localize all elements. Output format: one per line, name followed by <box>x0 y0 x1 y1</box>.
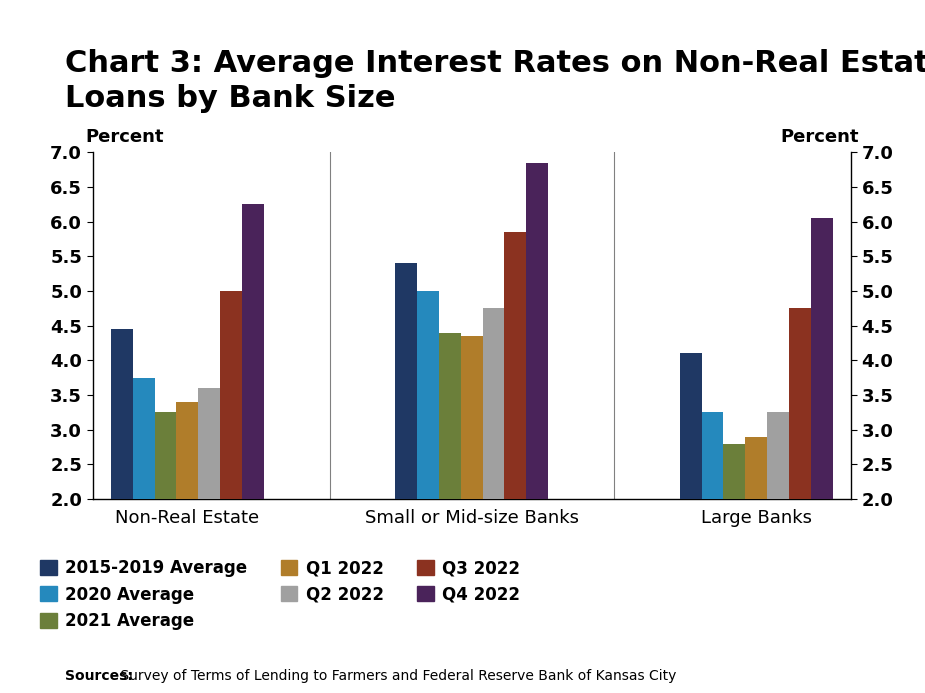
Bar <box>417 291 439 638</box>
Bar <box>526 163 549 638</box>
Bar <box>680 353 702 638</box>
Text: Percent: Percent <box>85 128 164 146</box>
Bar <box>198 388 220 638</box>
Bar <box>461 336 483 638</box>
Bar <box>504 232 526 638</box>
Text: Sources:: Sources: <box>65 669 132 683</box>
Bar <box>483 308 504 638</box>
Bar <box>177 402 198 638</box>
Bar <box>767 412 789 638</box>
Bar <box>241 204 264 638</box>
Text: Percent: Percent <box>780 128 858 146</box>
Bar <box>789 308 810 638</box>
Text: Chart 3: Average Interest Rates on Non-Real Estate
Loans by Bank Size: Chart 3: Average Interest Rates on Non-R… <box>65 49 925 114</box>
Bar <box>395 263 417 638</box>
Legend: 2015-2019 Average, 2020 Average, 2021 Average, Q1 2022, Q2 2022, Q3 2022, Q4 202: 2015-2019 Average, 2020 Average, 2021 Av… <box>40 559 520 630</box>
Bar <box>133 378 154 638</box>
Bar <box>810 218 832 638</box>
Bar <box>439 333 461 638</box>
Bar <box>723 444 746 638</box>
Bar <box>154 412 177 638</box>
Bar <box>220 291 241 638</box>
Bar <box>702 412 723 638</box>
Bar <box>746 437 767 638</box>
Text: Survey of Terms of Lending to Farmers and Federal Reserve Bank of Kansas City: Survey of Terms of Lending to Farmers an… <box>116 669 676 683</box>
Bar <box>111 329 133 638</box>
